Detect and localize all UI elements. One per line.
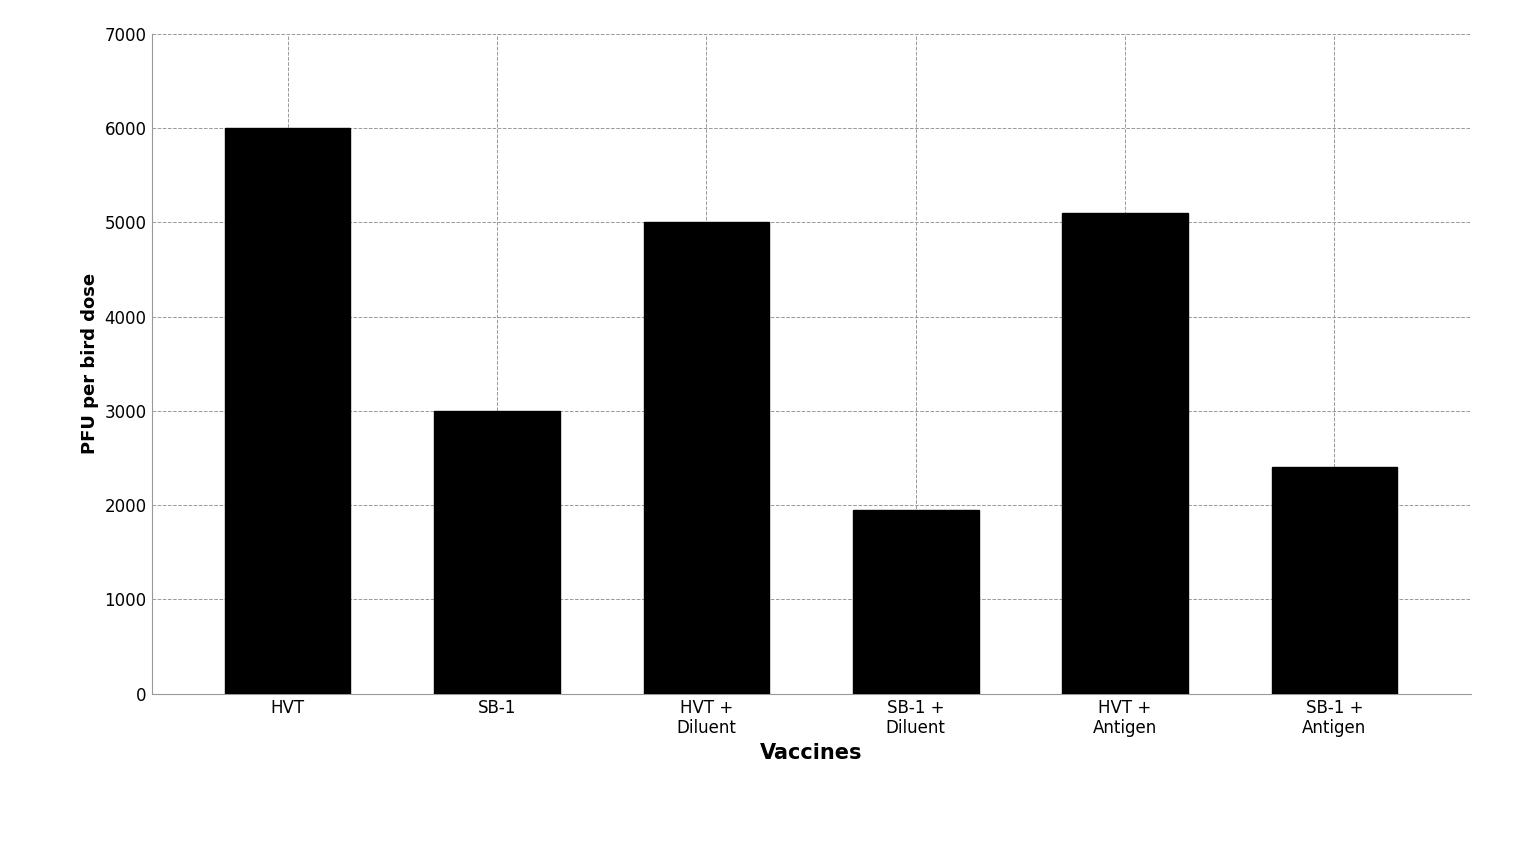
Bar — [1272, 468, 1398, 694]
Bar — [1063, 213, 1189, 694]
Bar — [224, 128, 350, 694]
Bar — [644, 222, 769, 694]
Bar — [854, 510, 978, 694]
Bar — [434, 411, 559, 694]
X-axis label: Vaccines: Vaccines — [760, 743, 863, 763]
Y-axis label: PFU per bird dose: PFU per bird dose — [80, 273, 99, 454]
